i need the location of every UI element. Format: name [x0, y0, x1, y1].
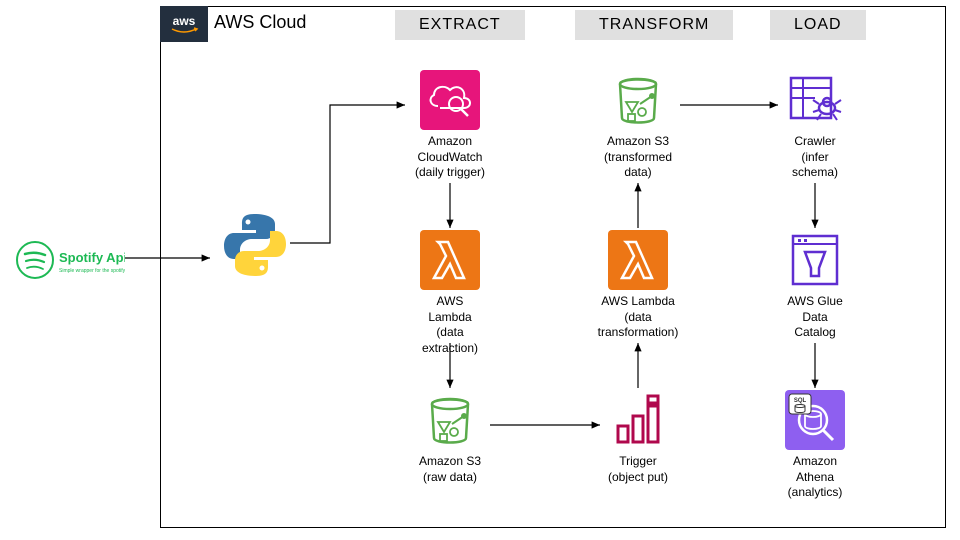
cloud-title: AWS Cloud — [214, 12, 306, 33]
aws-badge: aws — [160, 6, 208, 42]
lambda-icon — [608, 230, 668, 290]
node-label: Amazon S3(transformed data) — [603, 134, 673, 181]
spotify-icon: Spotify Api Simple wrapper for the spoti… — [15, 240, 125, 280]
python-icon — [220, 210, 290, 280]
node-label: Amazon Athena(analytics) — [780, 454, 850, 501]
svg-text:aws: aws — [173, 14, 196, 28]
s3-icon — [608, 70, 668, 130]
node-lambda_transform: AWS Lambda(data transformation) — [603, 230, 673, 341]
node-crawler: Crawler(infer schema) — [780, 70, 850, 181]
s3-icon — [420, 390, 480, 450]
glue-icon — [785, 230, 845, 290]
node-s3_transformed: Amazon S3(transformed data) — [603, 70, 673, 181]
trigger-icon — [608, 390, 668, 450]
stage-load: LOAD — [770, 10, 866, 40]
stage-transform: TRANSFORM — [575, 10, 733, 40]
node-s3_raw: Amazon S3(raw data) — [415, 390, 485, 485]
node-lambda_extract: AWS Lambda(data extraction) — [415, 230, 485, 356]
athena-icon: SQL — [785, 390, 845, 450]
node-trigger: Trigger(object put) — [603, 390, 673, 485]
node-label: AWS GlueData Catalog — [780, 294, 850, 341]
node-label: Amazon CloudWatch(daily trigger) — [405, 134, 495, 181]
crawler-icon — [785, 70, 845, 130]
node-glue_catalog: AWS GlueData Catalog — [780, 230, 850, 341]
node-label: AWS Lambda(data transformation) — [598, 294, 679, 341]
lambda-icon — [420, 230, 480, 290]
node-label: Amazon S3(raw data) — [419, 454, 481, 485]
node-cloudwatch: Amazon CloudWatch(daily trigger) — [405, 70, 495, 181]
svg-text:Simple wrapper for the spotify: Simple wrapper for the spotify api — [59, 268, 125, 274]
svg-text:Spotify Api: Spotify Api — [59, 250, 125, 265]
node-python — [215, 210, 295, 280]
cloudwatch-icon — [420, 70, 480, 130]
svg-text:SQL: SQL — [794, 398, 807, 404]
node-athena: SQL Amazon Athena(analytics) — [780, 390, 850, 501]
node-label: Crawler(infer schema) — [780, 134, 850, 181]
node-label: Trigger(object put) — [608, 454, 668, 485]
node-label: AWS Lambda(data extraction) — [415, 294, 485, 356]
node-spotify: Spotify Api Simple wrapper for the spoti… — [15, 240, 125, 280]
stage-extract: EXTRACT — [395, 10, 525, 40]
